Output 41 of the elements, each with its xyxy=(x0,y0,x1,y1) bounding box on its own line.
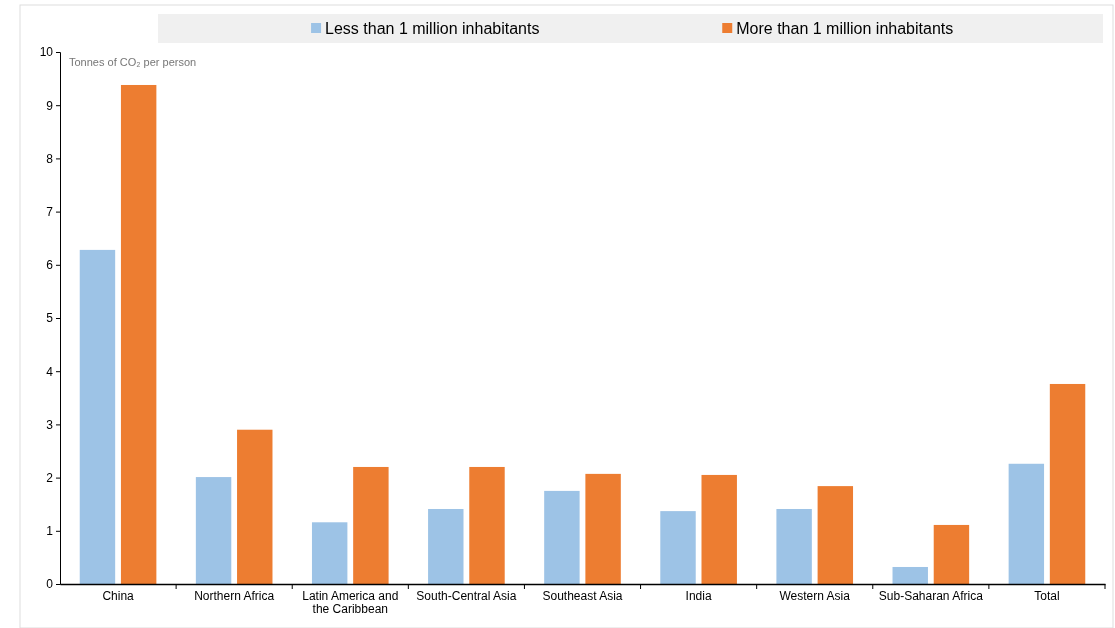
bar xyxy=(79,249,116,584)
x-tick-label: India xyxy=(685,589,712,604)
x-tick-label: China xyxy=(102,589,135,604)
x-tick-label: Southeast Asia xyxy=(542,589,623,604)
bar xyxy=(701,474,737,584)
bar xyxy=(1008,463,1045,584)
x-tick-label: South-Central Asia xyxy=(416,589,517,604)
bar xyxy=(120,84,157,584)
bar xyxy=(585,473,621,584)
y-tick-label: 0 xyxy=(46,577,54,592)
y-tick-label: 2 xyxy=(46,470,54,485)
bar xyxy=(428,508,464,584)
y-tick-label: 8 xyxy=(46,151,54,166)
y-tick-label: 5 xyxy=(46,311,54,326)
bar xyxy=(195,477,232,584)
y-tick-label: 1 xyxy=(46,524,54,539)
y-tick-label: 4 xyxy=(46,364,54,379)
legend-label: Less than 1 million inhabitants xyxy=(325,20,540,37)
x-tick-label: Latin America and the Caribbean xyxy=(302,589,399,617)
y-tick-label: 3 xyxy=(46,417,54,432)
y-axis-title: Tonnes of CO₂ per person xyxy=(69,56,197,68)
x-tick-label: Sub-Saharan Africa xyxy=(878,589,984,604)
bar xyxy=(353,466,389,584)
bar xyxy=(544,490,580,584)
x-tick-label: Western Asia xyxy=(779,589,851,604)
bar xyxy=(311,522,348,584)
bar xyxy=(660,511,696,584)
x-tick-label: Total xyxy=(1034,589,1060,604)
bar xyxy=(892,566,928,584)
y-tick-label: 9 xyxy=(46,98,54,113)
y-tick-label: 10 xyxy=(39,45,54,60)
bar xyxy=(933,524,970,584)
bar xyxy=(469,466,505,584)
bar xyxy=(776,508,812,584)
bar xyxy=(1049,383,1086,584)
bar xyxy=(817,486,854,584)
legend-label: More than 1 million inhabitants xyxy=(736,20,954,37)
y-tick-label: 7 xyxy=(46,204,54,219)
y-tick-label: 6 xyxy=(46,258,54,273)
bar xyxy=(237,429,273,584)
x-tick-label: Northern Africa xyxy=(194,589,275,604)
